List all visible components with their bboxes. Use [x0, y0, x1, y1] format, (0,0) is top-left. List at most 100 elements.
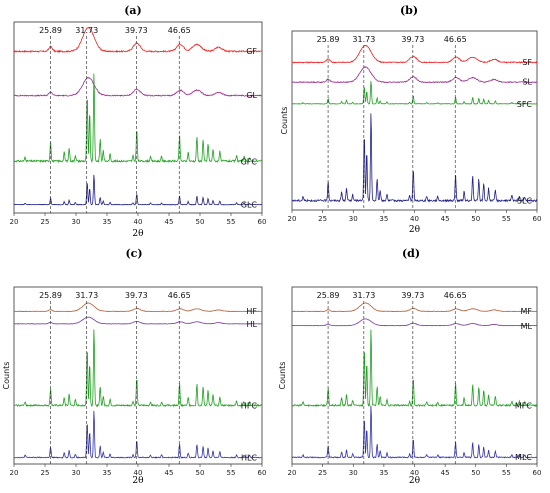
series-label-glc: GLC: [241, 201, 258, 210]
series-label-slc: SLC: [517, 197, 533, 206]
panel-label: (a): [124, 4, 142, 17]
x-tick-label: 30: [72, 469, 81, 477]
x-tick-label: 60: [258, 218, 267, 226]
x-tick-label: 50: [196, 469, 205, 477]
series-label-gl: GL: [246, 91, 257, 100]
x-tick-label: 25: [318, 469, 327, 477]
x-tick-label: 60: [533, 215, 542, 223]
x-axis-title: 2θ: [132, 476, 143, 486]
panel-label: (d): [402, 247, 420, 260]
x-tick-label: 25: [318, 215, 327, 223]
series-label-hlc: HLC: [241, 453, 257, 462]
peak-label: 46.65: [444, 35, 467, 44]
x-tick-label: 20: [288, 469, 297, 477]
series-line-mfc: [291, 329, 538, 408]
peak-label: 25.89: [39, 26, 62, 35]
x-tick-label: 30: [349, 469, 358, 477]
panel-c: (c) 20 25 30 35 40 45 50 55 60 2θ Counts HF HL HFC HLC 2…: [0, 245, 275, 493]
series-line-mf: [291, 302, 538, 313]
series-line-hfc: [13, 329, 263, 408]
series-label-sf: SF: [522, 58, 532, 67]
x-tick-label: 50: [196, 218, 205, 226]
y-axis-title: Counts: [280, 107, 289, 135]
x-tick-label: 25: [41, 469, 50, 477]
x-tick-label: 20: [10, 469, 19, 477]
x-tick-label: 60: [533, 469, 542, 477]
series-label-hf: HF: [246, 307, 257, 316]
y-axis-title: Counts: [2, 362, 11, 390]
series-label-gf: GF: [246, 47, 257, 56]
y-axis-title: Counts: [278, 362, 287, 390]
peak-label: 31.73: [75, 291, 98, 300]
peak-label: 39.73: [125, 291, 148, 300]
panel-label: (b): [400, 4, 418, 17]
x-axis-title: 2θ: [132, 229, 143, 239]
peak-label: 25.89: [317, 35, 340, 44]
x-tick-label: 35: [379, 215, 388, 223]
x-tick-label: 50: [471, 215, 480, 223]
series-label-hfc: HFC: [241, 402, 258, 411]
series-line-gl: [13, 76, 263, 98]
panel-label: (c): [125, 247, 142, 260]
series-label-sl: SL: [522, 78, 532, 87]
peak-label: 31.73: [352, 291, 375, 300]
panel-d: (d) 20 25 30 35 40 45 50 55 60 2θ Counts MF ML MFC MLC 2…: [275, 245, 550, 493]
x-axis-title: 2θ: [409, 225, 420, 235]
x-tick-label: 45: [441, 215, 450, 223]
x-tick-label: 40: [410, 469, 419, 477]
peak-label: 31.73: [352, 35, 375, 44]
series-line-slc: [291, 113, 538, 203]
series-label-ml: ML: [521, 322, 533, 331]
peak-label: 46.65: [444, 291, 467, 300]
x-tick-label: 30: [72, 218, 81, 226]
peak-label: 39.73: [401, 291, 424, 300]
x-tick-label: 35: [379, 469, 388, 477]
peak-label: 25.89: [39, 291, 62, 300]
peak-label: 46.65: [168, 291, 191, 300]
x-tick-label: 50: [471, 469, 480, 477]
x-tick-label: 30: [349, 215, 358, 223]
x-tick-label: 35: [103, 218, 112, 226]
peak-label: 39.73: [125, 26, 148, 35]
xrd-chart-a: (a) 20 25 30 35 40 45 50 55 60 2θ GF GL GFC GLC 25.89 31…: [10, 4, 267, 239]
series-line-glc: [13, 174, 263, 206]
series-label-sfc: SFC: [517, 100, 533, 109]
x-axis-title: 2θ: [409, 476, 420, 486]
x-tick-label: 35: [103, 469, 112, 477]
x-tick-label: 20: [10, 218, 19, 226]
peak-label: 46.65: [168, 26, 191, 35]
series-label-hl: HL: [247, 320, 258, 329]
x-tick-label: 55: [227, 218, 236, 226]
panel-b: (b) 20 25 30 35 40 45 50 55 60 2θ Counts SF SL SFC SLC 2…: [275, 0, 550, 248]
series-line-gfc: [13, 73, 263, 164]
panel-a: (a) 20 25 30 35 40 45 50 55 60 2θ GF GL GFC GLC 25.89 31…: [0, 0, 275, 248]
xrd-chart-d: (d) 20 25 30 35 40 45 50 55 60 2θ Counts MF ML MFC MLC 2…: [278, 247, 542, 486]
x-tick-label: 45: [441, 469, 450, 477]
series-line-ml: [291, 318, 538, 327]
plot-frame: [291, 30, 538, 211]
x-tick-label: 45: [165, 218, 174, 226]
series-label-gfc: GFC: [241, 158, 258, 167]
peak-label: 25.89: [317, 291, 340, 300]
series-line-sfc: [291, 81, 538, 105]
x-tick-label: 40: [134, 218, 143, 226]
x-tick-label: 55: [227, 469, 236, 477]
x-tick-label: 55: [502, 215, 511, 223]
x-tick-label: 40: [410, 215, 419, 223]
plot-frame: [291, 286, 538, 465]
x-tick-label: 55: [502, 469, 511, 477]
series-label-mfc: MFC: [515, 402, 533, 411]
xrd-chart-b: (b) 20 25 30 35 40 45 50 55 60 2θ Counts SF SL SFC SLC 2…: [280, 4, 542, 235]
series-label-mlc: MLC: [515, 453, 532, 462]
series-line-mlc: [291, 405, 538, 459]
series-line-hl: [13, 316, 263, 325]
xrd-chart-c: (c) 20 25 30 35 40 45 50 55 60 2θ Counts HF HL HFC HLC 2…: [2, 247, 266, 486]
x-tick-label: 25: [41, 218, 50, 226]
series-line-sf: [291, 44, 538, 64]
series-label-mf: MF: [520, 307, 532, 316]
x-tick-label: 45: [165, 469, 174, 477]
series-line-sl: [291, 66, 538, 84]
series-line-hf: [13, 302, 263, 313]
series-line-gf: [13, 27, 263, 54]
x-tick-label: 20: [288, 215, 297, 223]
